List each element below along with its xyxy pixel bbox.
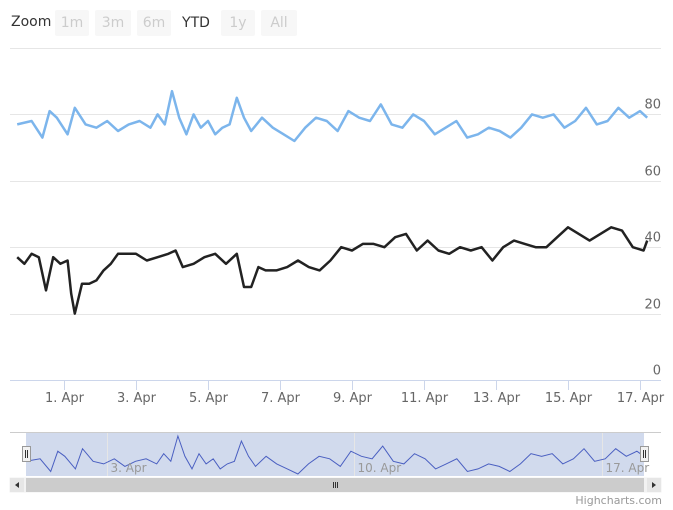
navigator-x-tick-labels: 3. Apr 10. Apr 17. Apr bbox=[111, 461, 650, 475]
zoom-button-1m[interactable]: 1m bbox=[55, 10, 89, 36]
series-layer bbox=[16, 89, 649, 315]
x-tick-label: 9. Apr bbox=[333, 391, 373, 406]
y-tick-label: 0 bbox=[653, 364, 661, 379]
zoom-button-ytd[interactable]: YTD bbox=[177, 10, 215, 36]
scrollbar-grip-icon bbox=[333, 482, 338, 488]
navigator-left-handle[interactable] bbox=[22, 446, 31, 462]
navigator-grid bbox=[107, 432, 603, 476]
navigator-tick-label: 3. Apr bbox=[111, 461, 147, 475]
x-tick-label: 7. Apr bbox=[261, 391, 301, 406]
y-tick-label: 20 bbox=[644, 298, 661, 313]
navigator-series-line bbox=[25, 434, 645, 475]
x-axis: 1. Apr 3. Apr 5. Apr 7. Apr 9. Apr 11. Apr 13.… bbox=[45, 380, 665, 406]
zoom-button-1y[interactable]: 1y bbox=[221, 10, 255, 36]
scroll-right-arrow-icon bbox=[652, 482, 656, 488]
x-tick-label: 17. Apr bbox=[617, 391, 665, 406]
y-tick-label: 80 bbox=[644, 98, 661, 113]
series-line-2[interactable] bbox=[16, 226, 649, 315]
navigator-right-handle[interactable] bbox=[640, 446, 649, 462]
x-tick-label: 11. Apr bbox=[401, 391, 449, 406]
navigator[interactable]: 3. Apr 10. Apr 17. Apr bbox=[10, 432, 661, 476]
navigator-selected-area[interactable] bbox=[26, 432, 644, 476]
x-tick-label: 3. Apr bbox=[117, 391, 157, 406]
scrollbar[interactable] bbox=[9, 477, 662, 493]
scroll-left-arrow-icon bbox=[15, 482, 19, 488]
navigator-tick-label: 10. Apr bbox=[358, 461, 402, 475]
y-tick-label: 40 bbox=[644, 231, 661, 246]
zoom-button-6m[interactable]: 6m bbox=[137, 10, 171, 36]
y-axis-tick-labels: 0 20 40 60 80 bbox=[644, 98, 661, 379]
x-tick-label: 5. Apr bbox=[189, 391, 229, 406]
zoom-button-all[interactable]: All bbox=[261, 10, 297, 36]
x-tick-label: 15. Apr bbox=[545, 391, 593, 406]
x-tick-label: 13. Apr bbox=[473, 391, 521, 406]
zoom-button-3m[interactable]: 3m bbox=[95, 10, 131, 36]
x-tick-label: 1. Apr bbox=[45, 391, 85, 406]
y-tick-label: 60 bbox=[644, 165, 661, 180]
highcharts-credit-link[interactable]: Highcharts.com bbox=[575, 494, 662, 507]
y-grid-lines bbox=[10, 48, 661, 381]
navigator-tick-label: 17. Apr bbox=[606, 461, 650, 475]
zoom-label: Zoom bbox=[11, 14, 52, 30]
series-line-1[interactable] bbox=[16, 89, 649, 143]
